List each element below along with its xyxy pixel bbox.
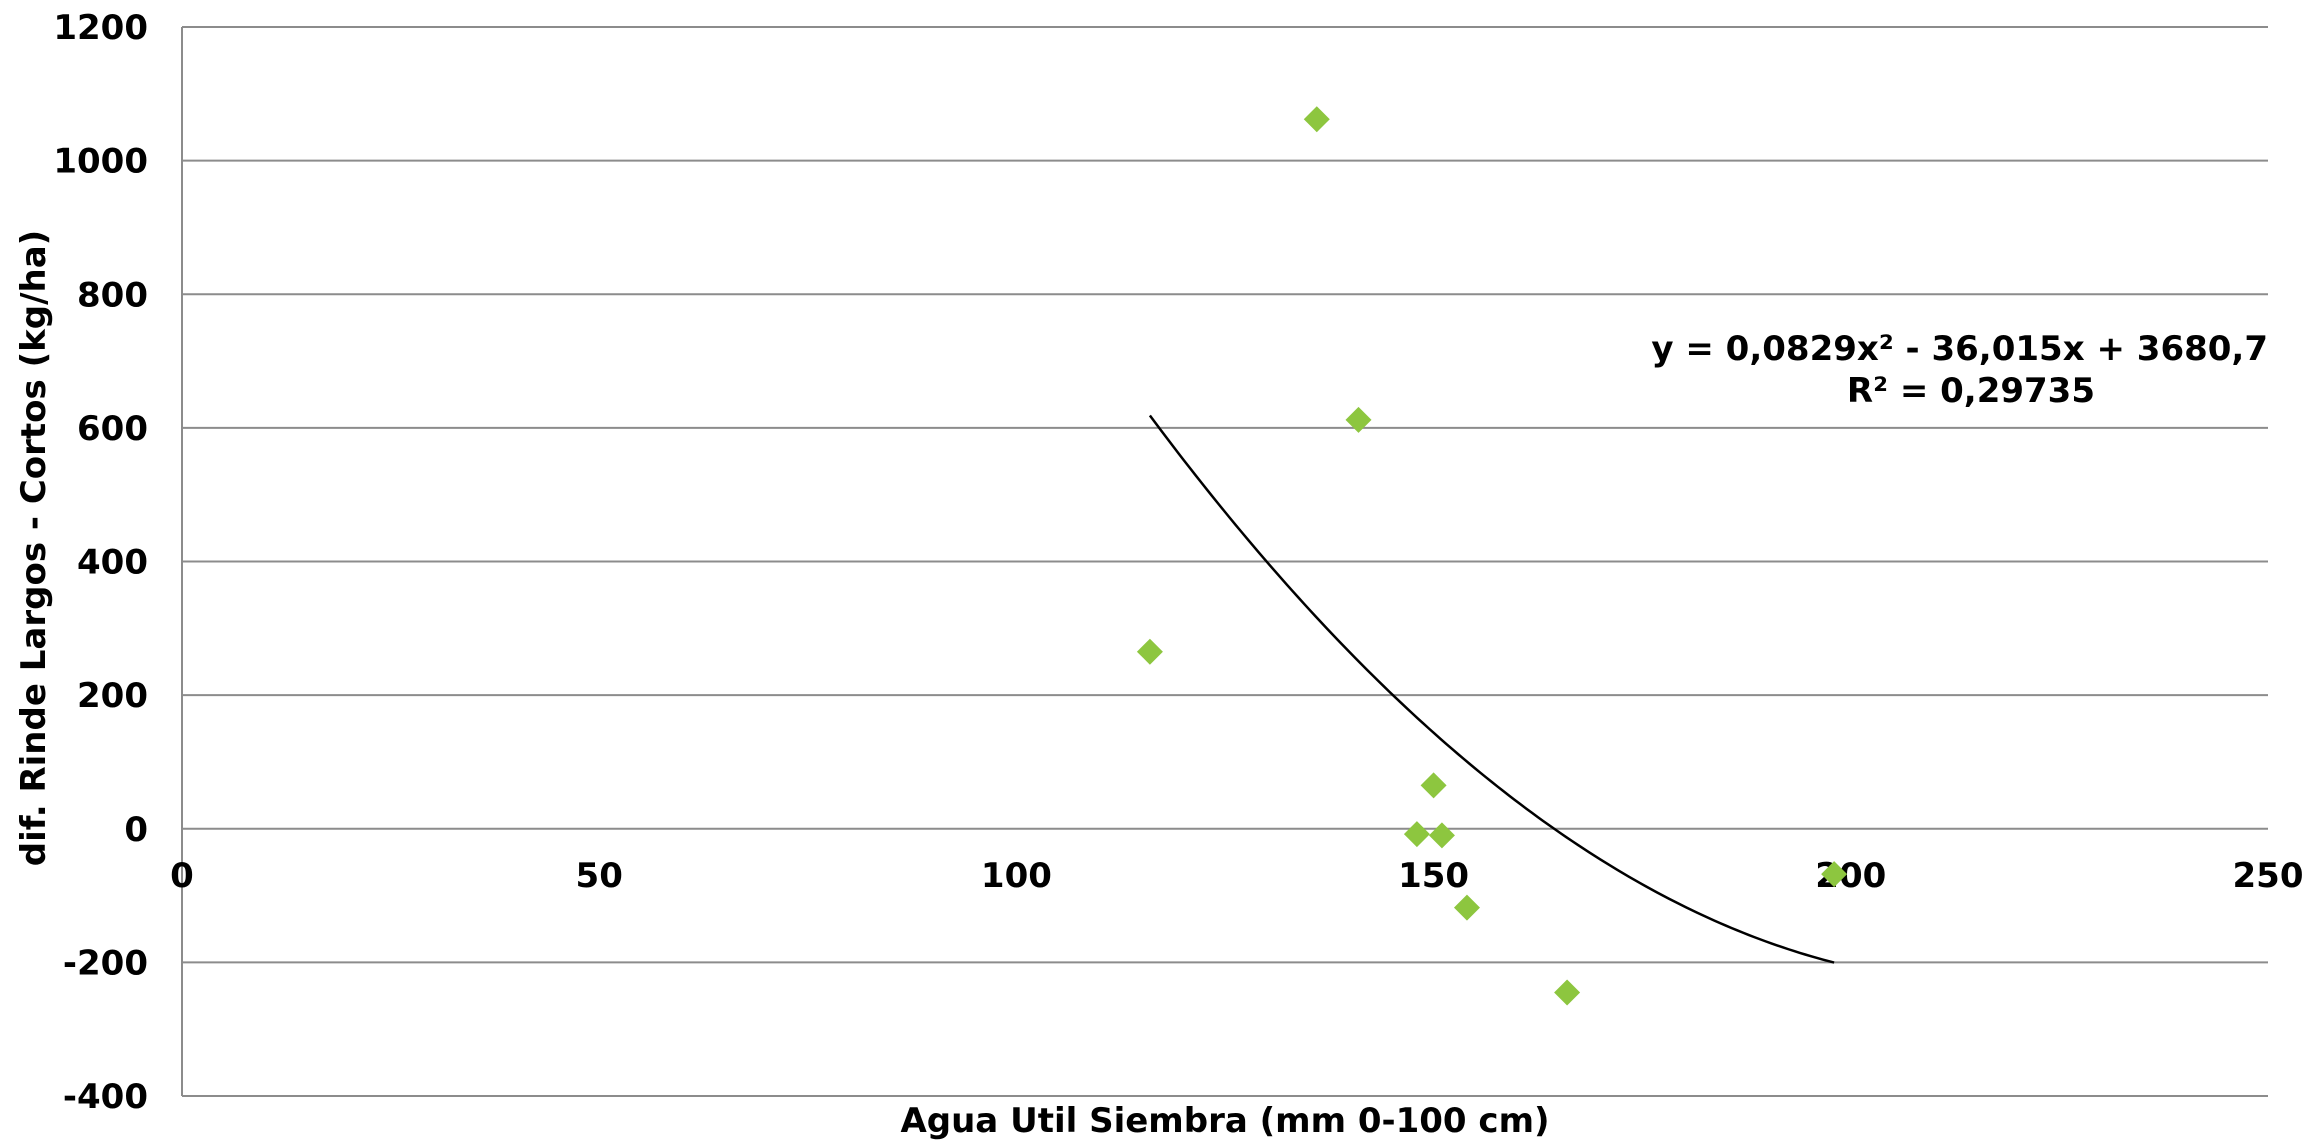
data-points (1136, 106, 1848, 1006)
y-tick-label: 400 (77, 543, 148, 583)
x-tick-label: 100 (981, 856, 1052, 896)
x-axis-title: Agua Util Siembra (mm 0-100 cm) (900, 1101, 1549, 1141)
data-point (1428, 822, 1455, 849)
x-tick-label: 150 (1398, 856, 1469, 896)
x-tick-labels: 0 50 100 150 200 250 (170, 856, 2303, 896)
y-tick-label: 200 (77, 676, 148, 716)
trendline-r2: R² = 0,29735 (1847, 371, 2095, 411)
y-tick-label: -400 (63, 1077, 148, 1117)
y-axis-title: dif. Rinde Largos - Cortos (kg/ha) (14, 230, 54, 866)
data-point (1345, 406, 1372, 433)
y-tick-label: 0 (124, 810, 148, 850)
y-tick-label: -200 (63, 943, 148, 983)
data-point (1554, 979, 1581, 1006)
y-tick-label: 600 (77, 409, 148, 449)
data-point (1403, 821, 1430, 848)
x-tick-label: 0 (170, 856, 194, 896)
data-point (1420, 772, 1447, 799)
y-tick-labels: -400 -200 0 200 400 600 800 1000 1200 (53, 8, 148, 1117)
data-point (1303, 106, 1330, 133)
data-point (1453, 894, 1480, 921)
x-tick-label: 250 (2233, 856, 2304, 896)
trendline-equation: y = 0,0829x² - 36,015x + 3680,7 (1651, 329, 2268, 369)
y-tick-label: 1000 (53, 142, 148, 182)
trendline (1148, 414, 1835, 964)
y-tick-label: 1200 (53, 8, 148, 48)
data-point (1136, 638, 1163, 665)
data-point (1821, 861, 1848, 888)
y-tick-label: 800 (77, 275, 148, 315)
x-tick-label: 50 (576, 856, 623, 896)
gridlines (181, 26, 2268, 1097)
